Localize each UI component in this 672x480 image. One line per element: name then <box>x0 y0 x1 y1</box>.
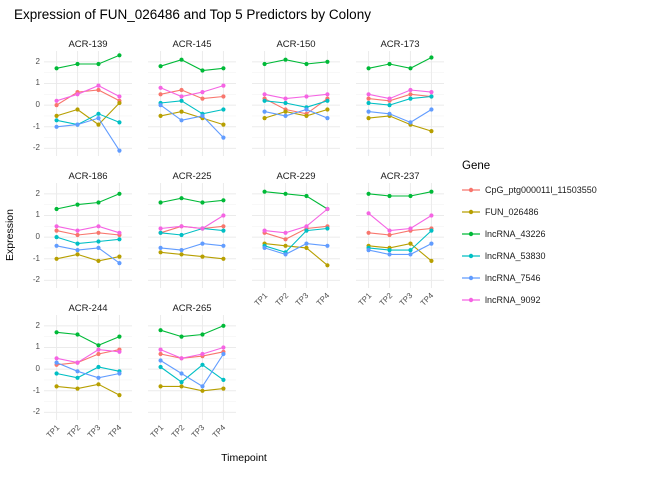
facet-plot-area <box>44 51 132 156</box>
facet-plot-area <box>44 183 132 288</box>
facet-panel: ACR-244 -2 -1 0 1 2 TP1 TP2 TP3 TP4 <box>33 302 132 440</box>
y-tick-label: 2 <box>35 188 40 198</box>
facet-plot-area <box>252 51 340 156</box>
facet-panel: ACR-139 -2 -1 0 1 2 <box>33 38 132 156</box>
y-tick-label: 0 <box>35 100 40 110</box>
chart-title: Expression of FUN_026486 and Top 5 Predi… <box>14 7 371 22</box>
legend-title: Gene <box>462 160 491 172</box>
legend-item: CpG_ptg000011l_11503550 <box>462 179 597 201</box>
y-tick-label: 0 <box>35 364 40 374</box>
legend-key-icon <box>462 231 480 237</box>
legend-items: CpG_ptg000011l_11503550 FUN_026486 lncRNA_… <box>462 179 597 311</box>
facet-panel: ACR-186 -2 -1 0 1 2 <box>33 170 132 288</box>
facet-strip-label: ACR-139 <box>68 39 108 50</box>
facet-plot-area <box>148 315 236 420</box>
facet-plot-area <box>252 183 340 288</box>
facet-panel: ACR-150 <box>252 38 340 156</box>
facet-plot-area <box>148 183 236 288</box>
facet-panel: ACR-229 TP1 TP2 TP3 TP4 <box>252 170 340 308</box>
y-tick-label: 2 <box>35 56 40 66</box>
legend-item: FUN_026486 <box>462 201 597 223</box>
legend-key-icon <box>462 187 480 193</box>
y-tick-label: -1 <box>32 121 40 131</box>
y-tick-label: -2 <box>32 275 40 285</box>
y-tick-label: -2 <box>32 143 40 153</box>
legend-label: CpG_ptg000011l_11503550 <box>485 185 597 195</box>
facet-strip-label: ACR-150 <box>276 39 316 50</box>
facet-strip-label: ACR-145 <box>172 39 212 50</box>
y-axis-label: Expression <box>4 209 16 261</box>
legend-label: FUN_026486 <box>485 207 539 217</box>
facet-panel: ACR-173 <box>356 38 444 156</box>
y-tick-label: -1 <box>32 253 40 263</box>
legend-label: lncRNA_9092 <box>485 295 541 305</box>
y-tick-label: 2 <box>35 320 40 330</box>
legend-key-icon <box>462 275 480 281</box>
facet-plot-area <box>148 51 236 156</box>
facet-plot-area <box>44 315 132 420</box>
legend-item: lncRNA_7546 <box>462 267 597 289</box>
legend-item: lncRNA_43226 <box>462 223 597 245</box>
facet-plot-area <box>356 51 444 156</box>
y-tick-label: -2 <box>32 407 40 417</box>
legend-key-icon <box>462 209 480 215</box>
legend-label: lncRNA_53830 <box>485 251 546 261</box>
facet-strip-label: ACR-265 <box>172 303 212 314</box>
facet-panel: ACR-145 <box>148 38 236 156</box>
x-axis-label: Timepoint <box>221 452 267 464</box>
legend-key-icon <box>462 253 480 259</box>
legend-item: lncRNA_9092 <box>462 289 597 311</box>
y-tick-label: 1 <box>35 342 40 352</box>
y-tick-label: -1 <box>32 385 40 395</box>
legend-label: lncRNA_43226 <box>485 229 546 239</box>
facet-strip-label: ACR-244 <box>68 303 108 314</box>
y-tick-label: 1 <box>35 210 40 220</box>
legend-key-icon <box>462 297 480 303</box>
facet-strip-label: ACR-237 <box>380 171 420 182</box>
legend-label: lncRNA_7546 <box>485 273 541 283</box>
y-tick-label: 0 <box>35 232 40 242</box>
facet-strip-label: ACR-173 <box>380 39 420 50</box>
y-tick-label: 1 <box>35 78 40 88</box>
facet-strip-label: ACR-186 <box>68 171 108 182</box>
facet-panel: ACR-265 TP1 TP2 TP3 TP4 <box>148 302 236 440</box>
facet-strip-label: ACR-225 <box>172 171 212 182</box>
facet-plot-area <box>356 183 444 288</box>
facet-panel: ACR-237 TP1 TP2 TP3 TP4 <box>356 170 444 308</box>
facet-panel: ACR-225 <box>148 170 236 288</box>
legend-item: lncRNA_53830 <box>462 245 597 267</box>
facet-strip-label: ACR-229 <box>276 171 316 182</box>
